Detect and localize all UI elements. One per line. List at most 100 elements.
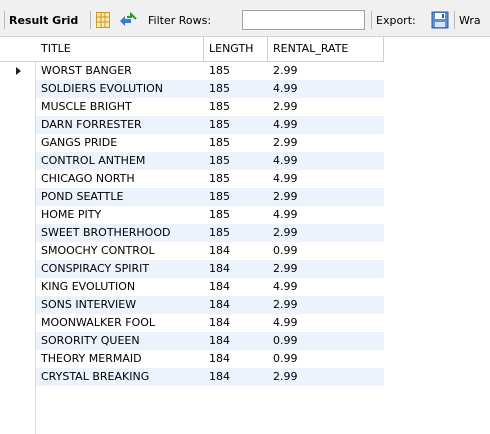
cell-length[interactable]: 185 [209,226,230,239]
row-background [36,260,384,278]
grid-view-icon[interactable] [96,12,110,28]
cell-length[interactable]: 184 [209,244,230,257]
cell-title[interactable]: SOLDIERS EVOLUTION [41,82,163,95]
cell-length[interactable]: 185 [209,118,230,131]
cell-rental-rate[interactable]: 0.99 [273,244,298,257]
cell-rental-rate[interactable]: 2.99 [273,64,298,77]
cell-title[interactable]: SORORITY QUEEN [41,334,140,347]
row-background [36,296,384,314]
toolbar-separator [454,11,455,29]
cell-length[interactable]: 184 [209,262,230,275]
cell-title[interactable]: DARN FORRESTER [41,118,142,131]
cell-rental-rate[interactable]: 2.99 [273,370,298,383]
table-row[interactable]: CRYSTAL BREAKING 184 2.99 [0,368,384,386]
cell-title[interactable]: SONS INTERVIEW [41,298,137,311]
cell-length[interactable]: 185 [209,172,230,185]
filter-rows-input[interactable] [242,10,365,30]
cell-rental-rate[interactable]: 0.99 [273,334,298,347]
cell-rental-rate[interactable]: 2.99 [273,190,298,203]
cell-rental-rate[interactable]: 2.99 [273,298,298,311]
table-row[interactable]: MUSCLE BRIGHT 185 2.99 [0,98,384,116]
cell-title[interactable]: HOME PITY [41,208,102,221]
table-row[interactable]: KING EVOLUTION 184 4.99 [0,278,384,296]
export-label: Export: [376,14,416,27]
table-row[interactable]: WORST BANGER 185 2.99 [0,62,384,80]
table-row[interactable]: SMOOCHY CONTROL 184 0.99 [0,242,384,260]
result-grid[interactable]: TITLE LENGTH RENTAL_RATE WORST BANGER 185… [0,37,490,434]
cell-title[interactable]: KING EVOLUTION [41,280,136,293]
cell-title[interactable]: GANGS PRIDE [41,136,118,149]
cell-title[interactable]: SWEET BROTHERHOOD [41,226,171,239]
toolbar-separator [371,11,372,29]
row-background [36,80,384,98]
table-row[interactable]: SWEET BROTHERHOOD 185 2.99 [0,224,384,242]
cell-title[interactable]: MUSCLE BRIGHT [41,100,132,113]
toolbar-separator [90,11,91,29]
row-pointer-icon [16,67,21,75]
cell-length[interactable]: 184 [209,370,230,383]
column-header-rental-rate[interactable]: RENTAL_RATE [268,37,384,61]
cell-length[interactable]: 184 [209,352,230,365]
cell-rental-rate[interactable]: 4.99 [273,118,298,131]
cell-rental-rate[interactable]: 4.99 [273,82,298,95]
result-grid-label[interactable]: Result Grid [9,14,79,27]
table-row[interactable]: HOME PITY 185 4.99 [0,206,384,224]
cell-length[interactable]: 184 [209,280,230,293]
cell-length[interactable]: 185 [209,82,230,95]
cell-length[interactable]: 184 [209,298,230,311]
cell-rental-rate[interactable]: 2.99 [273,136,298,149]
row-background [36,224,384,242]
table-row[interactable]: CONTROL ANTHEM 185 4.99 [0,152,384,170]
table-row[interactable]: POND SEATTLE 185 2.99 [0,188,384,206]
table-row[interactable]: CHICAGO NORTH 185 4.99 [0,170,384,188]
table-row[interactable]: DARN FORRESTER 185 4.99 [0,116,384,134]
row-background [36,368,384,386]
row-background [36,332,384,350]
table-row[interactable]: CONSPIRACY SPIRIT 184 2.99 [0,260,384,278]
cell-rental-rate[interactable]: 4.99 [273,316,298,329]
cell-length[interactable]: 185 [209,190,230,203]
cell-length[interactable]: 184 [209,316,230,329]
column-header-title[interactable]: TITLE [36,37,204,61]
cell-length[interactable]: 185 [209,100,230,113]
cell-length[interactable]: 185 [209,154,230,167]
cell-rental-rate[interactable]: 2.99 [273,262,298,275]
cell-length[interactable]: 185 [209,208,230,221]
row-background [36,188,384,206]
cell-title[interactable]: CRYSTAL BREAKING [41,370,150,383]
cell-rental-rate[interactable]: 4.99 [273,154,298,167]
table-row[interactable]: SONS INTERVIEW 184 2.99 [0,296,384,314]
toolbar-separator [4,11,5,29]
cell-length[interactable]: 185 [209,136,230,149]
cell-rental-rate[interactable]: 2.99 [273,226,298,239]
cell-rental-rate[interactable]: 4.99 [273,208,298,221]
cell-rental-rate[interactable]: 4.99 [273,280,298,293]
result-toolbar: Result Grid Filter Rows: Export: Wra [0,0,490,37]
row-indicator-column[interactable] [0,37,36,434]
cell-rental-rate[interactable]: 0.99 [273,352,298,365]
table-row[interactable]: MOONWALKER FOOL 184 4.99 [0,314,384,332]
cell-length[interactable]: 184 [209,334,230,347]
cell-title[interactable]: MOONWALKER FOOL [41,316,156,329]
cell-rental-rate[interactable]: 4.99 [273,172,298,185]
export-icon[interactable] [431,11,449,29]
table-row[interactable]: SORORITY QUEEN 184 0.99 [0,332,384,350]
grid-header: TITLE LENGTH RENTAL_RATE [0,37,384,62]
table-row[interactable]: THEORY MERMAID 184 0.99 [0,350,384,368]
cell-title[interactable]: CHICAGO NORTH [41,172,135,185]
cell-title[interactable]: CONSPIRACY SPIRIT [41,262,150,275]
row-background [36,152,384,170]
cell-title[interactable]: SMOOCHY CONTROL [41,244,155,257]
cell-rental-rate[interactable]: 2.99 [273,100,298,113]
cell-title[interactable]: WORST BANGER [41,64,132,77]
cell-title[interactable]: POND SEATTLE [41,190,124,203]
refresh-icon[interactable] [117,12,139,28]
column-header-length[interactable]: LENGTH [204,37,268,61]
cell-title[interactable]: THEORY MERMAID [41,352,142,365]
row-background [36,116,384,134]
cell-title[interactable]: CONTROL ANTHEM [41,154,146,167]
wrap-cell-label[interactable]: Wra [459,14,481,27]
cell-length[interactable]: 185 [209,64,230,77]
table-row[interactable]: GANGS PRIDE 185 2.99 [0,134,384,152]
table-row[interactable]: SOLDIERS EVOLUTION 185 4.99 [0,80,384,98]
